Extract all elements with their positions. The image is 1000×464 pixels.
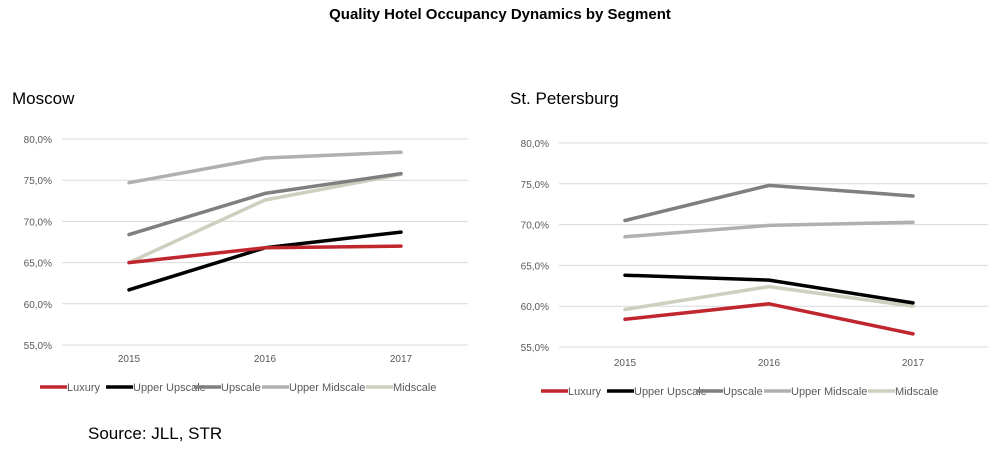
source-note: Source: JLL, STR xyxy=(88,424,223,443)
series-line-upper-upscale xyxy=(623,273,915,305)
legend-label-upper-midscale: Upper Midscale xyxy=(791,386,867,398)
series-line-upper-midscale xyxy=(127,150,403,185)
st-petersburg-chart: St. Petersburg 55,0% 60,0% 65,0% 70,0% 75,0% 8… xyxy=(510,89,988,398)
x-tick-label: 2017 xyxy=(390,354,413,365)
x-tick-label: 2016 xyxy=(254,354,277,365)
series-line-upper-upscale xyxy=(127,230,403,292)
panel-title: Moscow xyxy=(12,89,75,108)
y-tick-label: 55,0% xyxy=(24,341,52,352)
legend-label-luxury: Luxury xyxy=(568,386,602,398)
y-tick-label: 65,0% xyxy=(24,259,52,270)
series-line-midscale xyxy=(623,284,915,312)
y-tick-label: 60,0% xyxy=(521,302,549,313)
legend-label-upscale: Upscale xyxy=(723,386,763,398)
y-tick-label: 75,0% xyxy=(521,180,549,191)
y-tick-label: 65,0% xyxy=(521,261,549,272)
x-tick-label: 2017 xyxy=(902,358,925,369)
legend-label-upper-upscale: Upper Upscale xyxy=(133,382,206,394)
x-tick-label: 2015 xyxy=(614,358,637,369)
series-line-upper-midscale xyxy=(623,220,915,239)
series-line-luxury xyxy=(127,244,403,265)
y-tick-label: 80,0% xyxy=(521,139,549,150)
y-tick-label: 70,0% xyxy=(24,217,52,228)
x-tick-label: 2015 xyxy=(118,354,141,365)
legend-label-luxury: Luxury xyxy=(67,382,101,394)
x-tick-label: 2016 xyxy=(758,358,781,369)
legend-label-upscale: Upscale xyxy=(221,382,261,394)
series-line-midscale xyxy=(127,172,403,265)
legend-label-upper-upscale: Upper Upscale xyxy=(634,386,707,398)
panel-title: St. Petersburg xyxy=(510,89,619,108)
moscow-chart: Moscow 55,0% 60,0% 65,0% 70,0% 75,0% 80,0% 2015… xyxy=(12,89,468,394)
y-tick-label: 80,0% xyxy=(24,135,52,146)
legend-label-midscale: Midscale xyxy=(895,386,938,398)
y-tick-label: 70,0% xyxy=(521,221,549,232)
legend-label-upper-midscale: Upper Midscale xyxy=(289,382,365,394)
y-tick-label: 75,0% xyxy=(24,176,52,187)
y-tick-label: 60,0% xyxy=(24,300,52,311)
legend-label-midscale: Midscale xyxy=(393,382,436,394)
series-line-upscale xyxy=(127,171,403,237)
chart-title: Quality Hotel Occupancy Dynamics by Segm… xyxy=(329,6,671,23)
series-line-luxury xyxy=(623,302,915,336)
y-tick-label: 55,0% xyxy=(521,343,549,354)
series-line-upscale xyxy=(623,183,915,223)
